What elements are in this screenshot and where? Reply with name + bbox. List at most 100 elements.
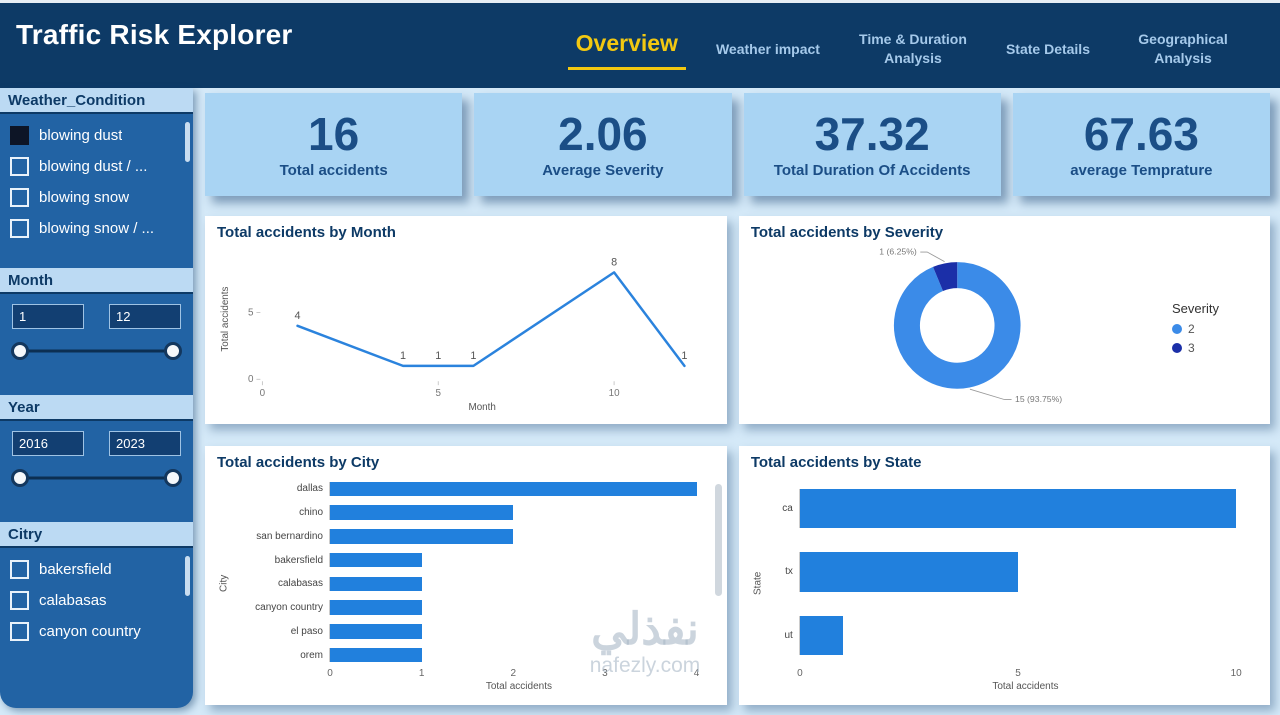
checkbox-icon[interactable] [10, 219, 29, 238]
filter-sidebar: Weather_Condition blowing dust blowing du… [0, 88, 193, 708]
kpi-value: 67.63 [1083, 108, 1199, 161]
bar-ca[interactable] [799, 489, 1237, 529]
year-range-slider[interactable] [11, 466, 182, 490]
svg-text:8: 8 [611, 256, 617, 268]
legend-item-severity-3[interactable]: 3 [1172, 341, 1258, 355]
bar-track [329, 505, 715, 520]
tab-time-duration-analysis[interactable]: Time & Duration Analysis [859, 31, 967, 66]
donut-slice-2[interactable] [893, 262, 1021, 389]
year-slider-handle-min[interactable] [11, 469, 29, 487]
category-label: calabasas [277, 578, 323, 590]
year-min-input[interactable] [12, 431, 84, 456]
line-series[interactable] [296, 271, 686, 368]
bar-san-bernardino[interactable] [330, 529, 514, 544]
header: Traffic Risk Explorer Overview Weather im… [0, 0, 1280, 88]
checkbox-icon[interactable] [10, 157, 29, 176]
bar-row-ut: ut [765, 604, 1258, 667]
weather-option-blowing-dust[interactable]: blowing dust / ... [10, 151, 189, 182]
bar-track [329, 529, 715, 544]
weather-option-blowing-snow[interactable]: blowing snow [10, 182, 189, 213]
bar-row-ca: ca [765, 477, 1258, 540]
tab-geographical-analysis[interactable]: Geographical Analysis [1138, 31, 1228, 66]
chart-accidents-by-city: Total accidents by City City dallas chino… [205, 446, 727, 705]
chart-title: Total accidents by Month [217, 224, 396, 241]
bar-row-dallas: dallas [231, 477, 715, 501]
svg-text:4: 4 [295, 310, 301, 322]
tab-overview[interactable]: Overview [567, 28, 686, 70]
month-range-slider[interactable] [11, 339, 182, 363]
weather-option-blowing-snow[interactable]: blowing snow / ... [10, 213, 189, 244]
legend-label: 2 [1188, 322, 1195, 336]
city-option-bakersfield[interactable]: bakersfield [10, 554, 189, 585]
bar-chino[interactable] [330, 505, 514, 520]
category-label: san bernardino [256, 530, 323, 542]
x-axis-label: Total accidents [485, 681, 552, 692]
checkbox-icon[interactable] [10, 188, 29, 207]
kpi-value: 16 [308, 108, 360, 161]
svg-text:10: 10 [609, 388, 620, 399]
legend-dot-icon [1172, 343, 1182, 353]
donut-slice-3[interactable] [932, 262, 958, 292]
year-max-input[interactable] [109, 431, 181, 456]
bar-canyon-country[interactable] [330, 600, 422, 615]
x-tick: 0 [797, 668, 803, 679]
bar-row-tx: tx [765, 540, 1258, 603]
legend-title: Severity [1172, 301, 1219, 316]
bar-tx[interactable] [799, 552, 1018, 592]
checkbox-icon[interactable] [10, 622, 29, 641]
bar-track [329, 624, 715, 639]
x-axis: 0 1 2 3 4 [327, 667, 715, 681]
x-tick: 10 [1230, 668, 1242, 679]
kpi-label: average Temprature [1070, 161, 1213, 179]
filter-city: Citry bakersfield calabasas canyon country [0, 522, 193, 651]
bar-el-paso[interactable] [330, 624, 422, 639]
bar-track [798, 552, 1258, 592]
bar-orem[interactable] [330, 647, 422, 663]
category-label: ca [782, 503, 793, 515]
bar-row-el-paso: el paso [231, 620, 715, 644]
svg-text:1: 1 [470, 350, 476, 362]
bar-calabasas[interactable] [330, 576, 422, 592]
kpi-label: Total Duration Of Accidents [773, 161, 971, 179]
weather-list-scrollbar[interactable] [185, 122, 190, 162]
city-list-scrollbar[interactable] [185, 556, 190, 596]
city-chart-scrollbar[interactable] [714, 484, 722, 596]
bar-track [329, 481, 715, 497]
checkbox-icon[interactable] [10, 591, 29, 610]
option-label: blowing snow / ... [39, 220, 155, 237]
tab-state-details[interactable]: State Details [1005, 40, 1090, 57]
bar-track [329, 600, 715, 615]
checkbox-checked-icon[interactable] [10, 126, 29, 145]
chart-accidents-by-severity: Total accidents by Severity 1 (6.25%) 15 … [738, 216, 1270, 424]
severity-legend: Severity 2 3 [1172, 243, 1258, 413]
year-slider-handle-max[interactable] [164, 469, 182, 487]
city-options-list: bakersfield calabasas canyon country [0, 548, 193, 651]
option-label: blowing dust [39, 127, 123, 144]
checkbox-icon[interactable] [10, 560, 29, 579]
weather-options-list: blowing dust blowing dust / ... blowing sn… [0, 114, 193, 248]
kpi-label: Average Severity [542, 161, 664, 179]
bar-dallas[interactable] [330, 481, 697, 497]
month-slider-handle-min[interactable] [11, 342, 29, 360]
bar-row-chino: chino [231, 501, 715, 525]
bar-plot-area: dallas chino san bernardino bakersfield cala… [231, 473, 715, 667]
chart-title: Total accidents by State [750, 454, 922, 471]
city-option-calabasas[interactable]: calabasas [10, 585, 189, 616]
svg-text:1: 1 [400, 350, 406, 362]
legend-item-severity-2[interactable]: 2 [1172, 322, 1258, 336]
chart-title: Total accidents by Severity [750, 224, 944, 241]
month-slider-handle-max[interactable] [164, 342, 182, 360]
option-label: blowing dust / ... [39, 158, 148, 175]
bar-bakersfield[interactable] [330, 552, 422, 568]
weather-option-blowing-dust[interactable]: blowing dust [10, 120, 189, 151]
month-max-input[interactable] [109, 304, 181, 329]
month-min-input[interactable] [12, 304, 84, 329]
filter-year-title: Year [0, 395, 193, 421]
filter-month-title: Month [0, 268, 193, 294]
bar-ut[interactable] [799, 615, 844, 655]
tab-weather-impact[interactable]: Weather impact [715, 40, 820, 57]
city-option-canyon-country[interactable]: canyon country [10, 616, 189, 647]
x-axis: 0 5 10 [797, 667, 1258, 681]
x-tick: 2 [510, 668, 517, 679]
bar-row-calabasas: calabasas [231, 572, 715, 596]
